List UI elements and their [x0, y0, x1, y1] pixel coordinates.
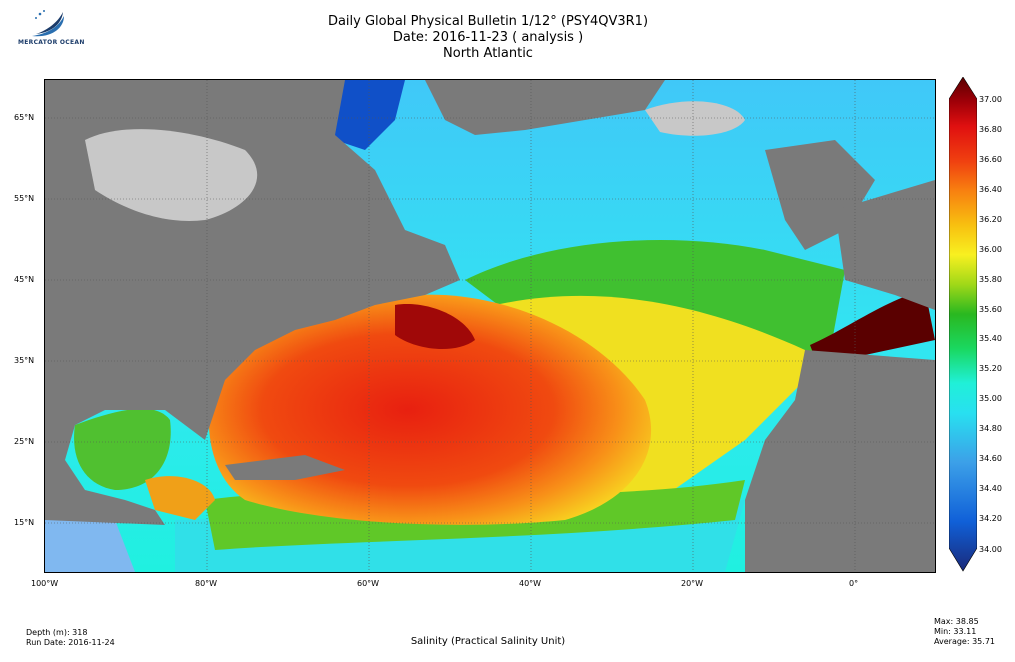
- colorbar-label: 35.00: [979, 394, 1002, 403]
- colorbar: [949, 77, 977, 572]
- lon-label-100w: 100°W: [31, 579, 59, 588]
- colorbar-label: 35.20: [979, 364, 1002, 373]
- lat-label-35n: 35°N: [14, 356, 35, 365]
- page-title: Daily Global Physical Bulletin 1/12° (PS…: [0, 14, 976, 62]
- lon-label-60w: 60°W: [357, 579, 380, 588]
- run-date-text: Run Date: 2016-11-24: [26, 638, 115, 647]
- lon-label-40w: 40°W: [519, 579, 542, 588]
- colorbar-label: 35.40: [979, 334, 1002, 343]
- colorbar-label: 36.20: [979, 215, 1002, 224]
- colorbar-label: 35.60: [979, 305, 1002, 314]
- min-text: Min: 33.11: [934, 627, 977, 636]
- salinity-map: [44, 79, 936, 573]
- colorbar-label: 36.00: [979, 245, 1002, 254]
- colorbar-label: 34.00: [979, 545, 1002, 554]
- map-gridlines: [45, 80, 935, 572]
- lat-label-45n: 45°N: [14, 275, 35, 284]
- logo-text: MERCATOR OCEAN: [18, 39, 85, 46]
- run-metadata: Depth (m): 318 Run Date: 2016-11-24: [26, 628, 115, 648]
- lon-label-80w: 80°W: [195, 579, 218, 588]
- title-line-2: Date: 2016-11-23 ( analysis ): [392, 30, 584, 45]
- lat-label-15n: 15°N: [14, 518, 35, 527]
- colorbar-label: 36.80: [979, 125, 1002, 134]
- average-text: Average: 35.71: [934, 637, 995, 646]
- colorbar-label: 34.60: [979, 454, 1002, 463]
- lat-label-65n: 65°N: [14, 113, 35, 122]
- max-text: Max: 38.85: [934, 617, 979, 626]
- colorbar-label: 34.40: [979, 484, 1002, 493]
- depth-text: Depth (m): 318: [26, 628, 88, 637]
- map-canvas: [45, 80, 935, 572]
- stats-metadata: Max: 38.85 Min: 33.11 Average: 35.71: [934, 617, 995, 647]
- title-line-1: Daily Global Physical Bulletin 1/12° (PS…: [327, 14, 649, 29]
- colorbar-label: 36.60: [979, 155, 1002, 164]
- colorbar-label: 34.80: [979, 424, 1002, 433]
- lat-label-25n: 25°N: [14, 437, 35, 446]
- mercator-logo: MERCATOR OCEAN: [18, 8, 88, 54]
- colorbar-label: 37.00: [979, 95, 1002, 104]
- lat-label-55n: 55°N: [14, 194, 35, 203]
- colorbar-label: 34.20: [979, 514, 1002, 523]
- mercator-wave-logo-icon: [32, 10, 64, 37]
- quantity-label: Salinity (Practical Salinity Unit): [410, 636, 566, 647]
- lon-label-0: 0°: [849, 579, 859, 588]
- colorbar-label: 36.40: [979, 185, 1002, 194]
- lon-label-20w: 20°W: [681, 579, 704, 588]
- colorbar-label: 35.80: [979, 275, 1002, 284]
- title-line-3: North Atlantic: [443, 46, 533, 61]
